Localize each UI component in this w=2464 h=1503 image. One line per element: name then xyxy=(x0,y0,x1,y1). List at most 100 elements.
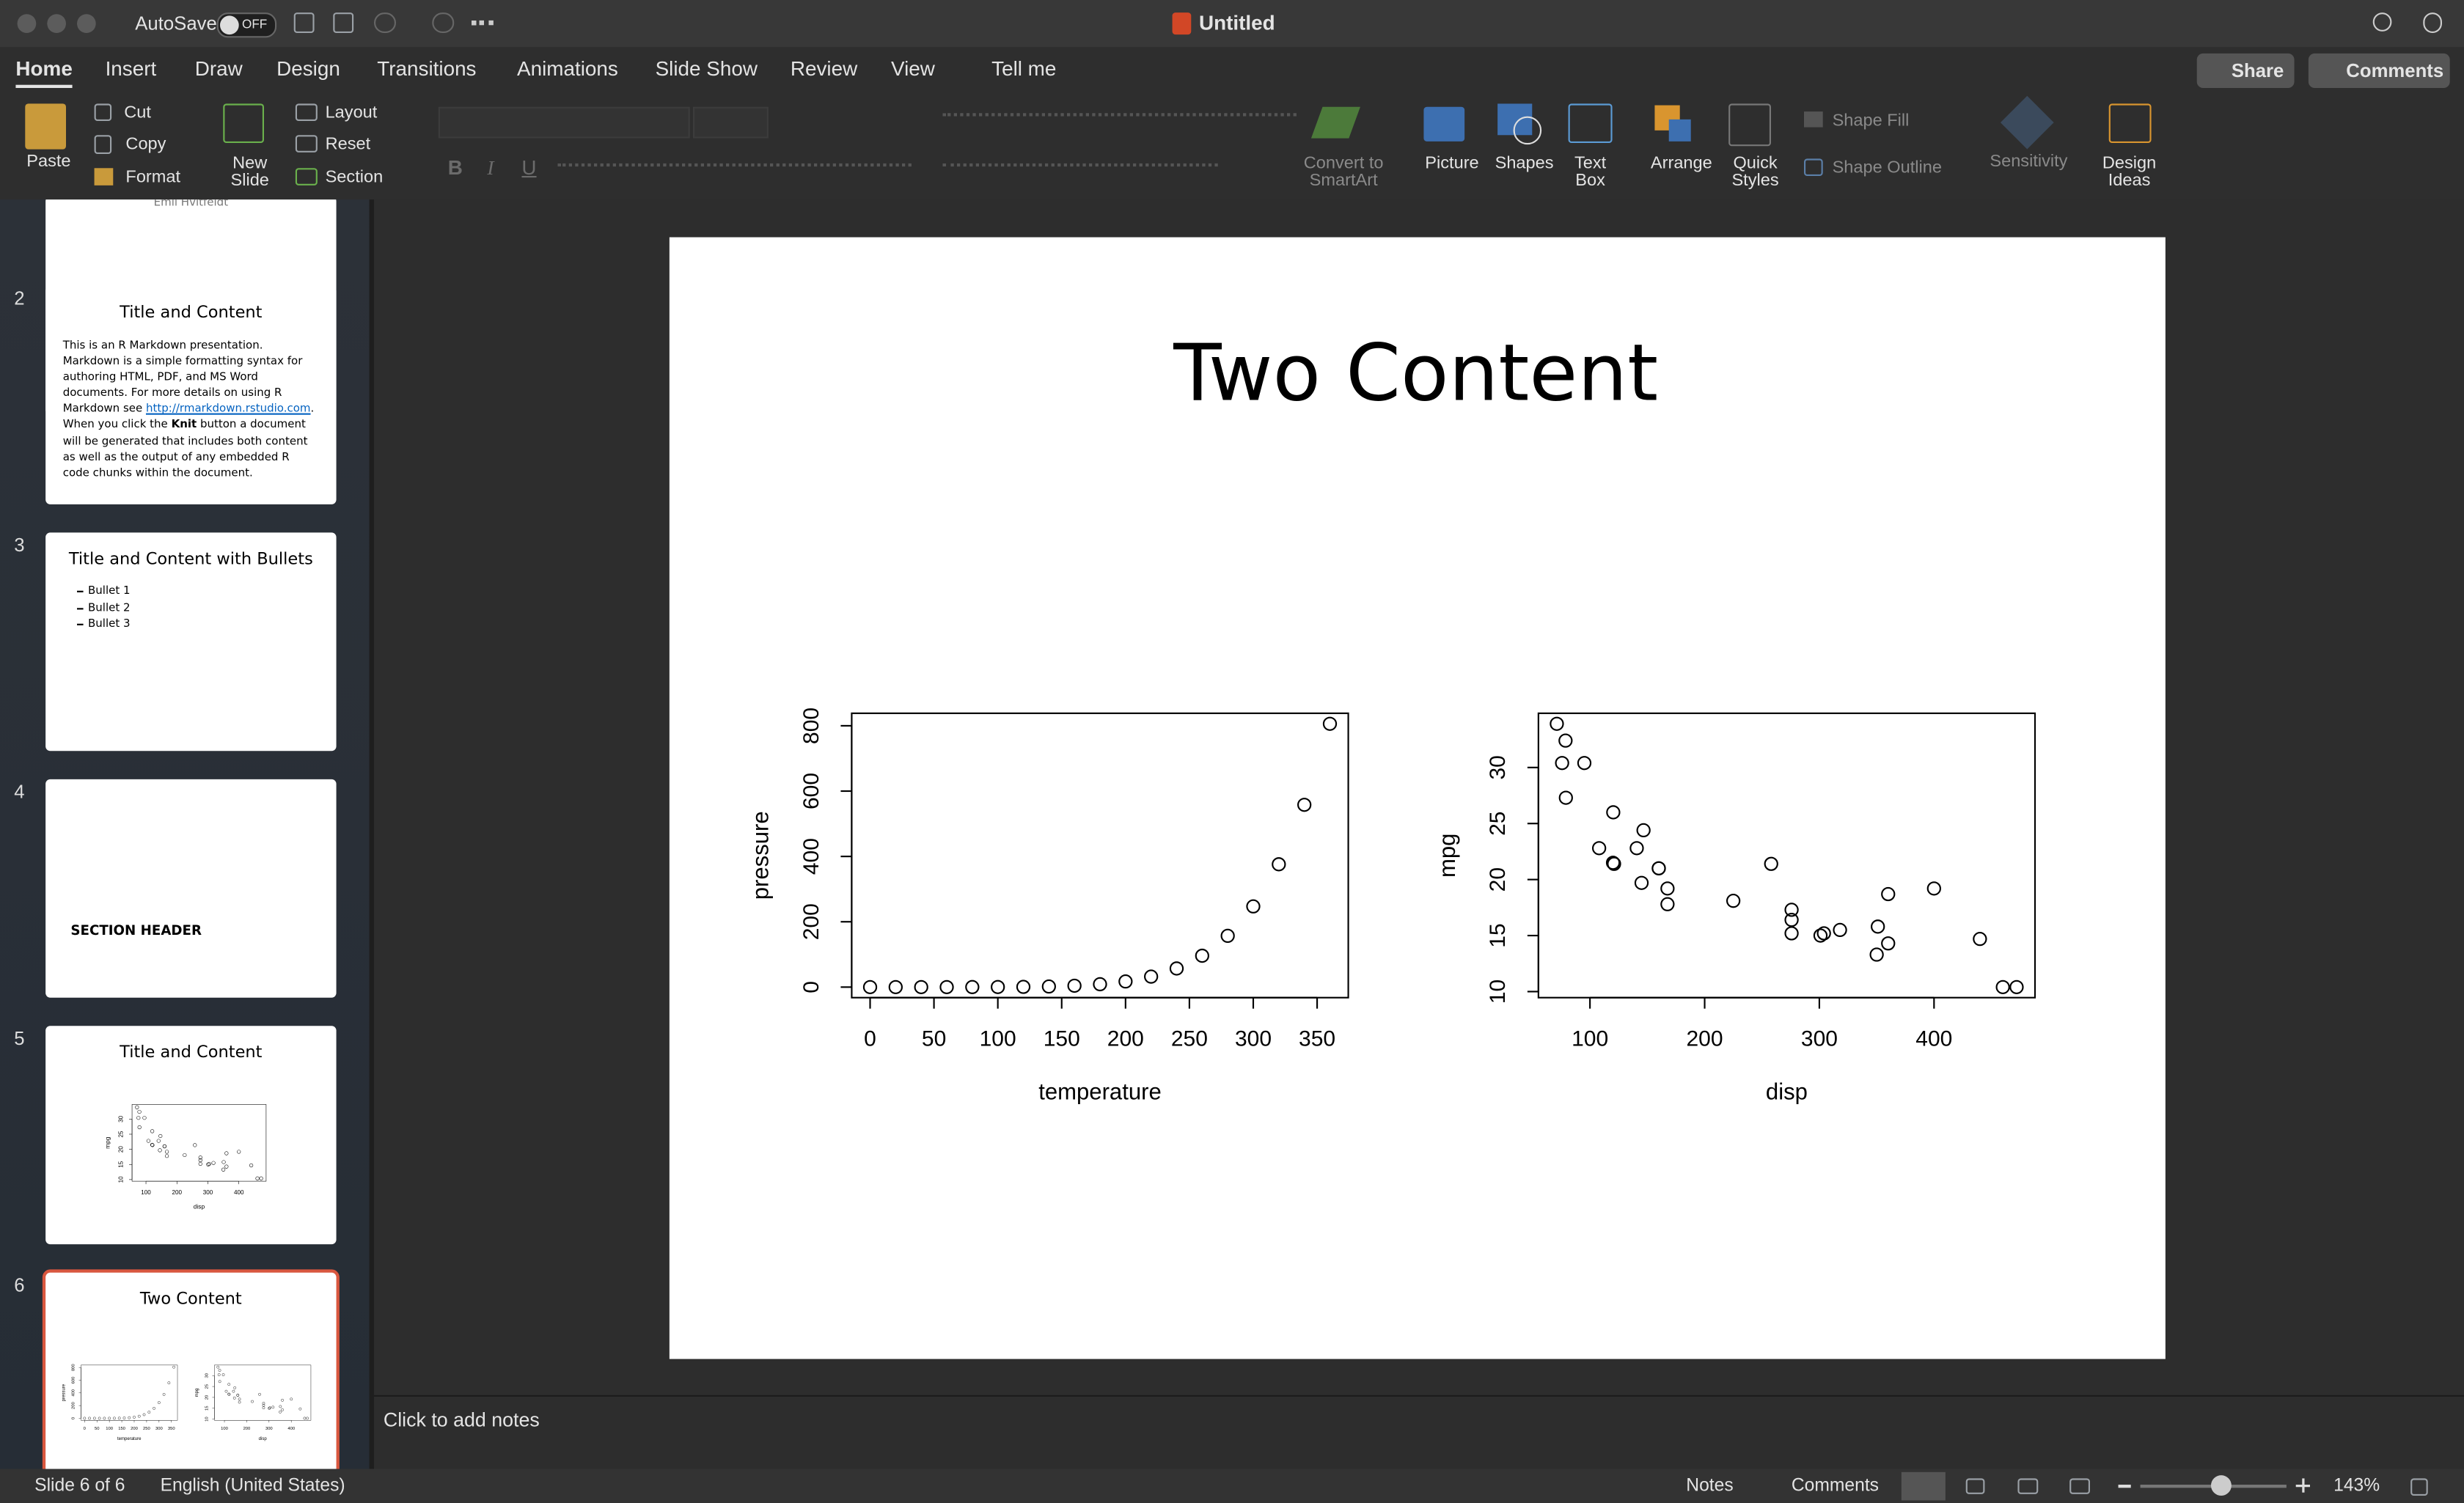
body-link[interactable]: http://rmarkdown.rstudio.com xyxy=(145,403,311,416)
data-point xyxy=(157,1401,161,1404)
reset-icon[interactable] xyxy=(295,135,318,152)
bold-button[interactable]: B xyxy=(447,155,463,180)
sorter-view-button[interactable] xyxy=(1965,1478,1985,1494)
design-ideas-icon[interactable] xyxy=(2108,103,2152,143)
account-icon[interactable] xyxy=(2423,12,2442,33)
zoom-level[interactable]: 143% xyxy=(2333,1477,2380,1496)
copy-label[interactable]: Copy xyxy=(125,135,166,154)
zoom-in[interactable] xyxy=(2295,1478,2310,1493)
reset-label[interactable]: Reset xyxy=(325,135,371,154)
notes-placeholder[interactable]: Click to add notes xyxy=(383,1409,540,1432)
layout-label[interactable]: Layout xyxy=(325,103,378,123)
paste-icon[interactable] xyxy=(25,103,66,150)
italic-button[interactable]: I xyxy=(487,155,494,180)
slide-thumbnail-6[interactable]: Two Content 0 50 100 150 200 250 300 350 0 200 400… xyxy=(42,1269,340,1469)
picture-icon[interactable] xyxy=(1423,106,1465,142)
paste-label[interactable]: Paste xyxy=(26,152,71,172)
cut-icon[interactable] xyxy=(94,103,112,121)
data-point xyxy=(1784,913,1799,927)
data-point xyxy=(888,980,903,994)
new-slide-icon[interactable] xyxy=(223,103,264,143)
text-box-label[interactable]: Text Box xyxy=(1574,154,1607,191)
shapes-label[interactable]: Shapes xyxy=(1495,154,1554,173)
underline-button[interactable]: U xyxy=(521,155,537,180)
slide-thumbnail-4[interactable]: SECTION HEADER xyxy=(45,779,337,998)
notes-button[interactable]: Notes xyxy=(1686,1477,1734,1496)
zoom-out[interactable] xyxy=(2118,1484,2131,1488)
search-icon[interactable] xyxy=(2372,12,2392,32)
data-point xyxy=(1272,857,1286,872)
ribbon-tab[interactable]: Home xyxy=(15,56,73,81)
layout-icon[interactable] xyxy=(295,103,318,121)
body-text: . xyxy=(310,403,315,416)
slideshow-button[interactable] xyxy=(2069,1478,2090,1494)
slide-thumbnail-2[interactable]: Title and Content This is an R Markdown … xyxy=(45,286,337,504)
comments-button[interactable]: Comments xyxy=(2308,53,2450,88)
section-label[interactable]: Section xyxy=(325,168,384,187)
zoom-knob[interactable] xyxy=(2211,1475,2232,1496)
text-box-icon[interactable] xyxy=(1568,103,1613,143)
reading-view-button[interactable] xyxy=(2017,1478,2039,1494)
format-icon[interactable] xyxy=(94,168,114,185)
close-button[interactable] xyxy=(17,14,37,33)
data-point xyxy=(98,1416,101,1420)
slide-thumbnail-5[interactable]: Title and Content 100 200 300 400 10 15 20 25 30… xyxy=(45,1026,337,1245)
y-axis-label: mpg xyxy=(103,1136,111,1149)
home-icon[interactable] xyxy=(293,12,315,33)
data-point xyxy=(156,1139,161,1143)
data-point xyxy=(150,1129,155,1133)
quick-styles-icon[interactable] xyxy=(1728,103,1771,147)
y-tick-label: 15 xyxy=(205,1406,210,1411)
minimize-button[interactable] xyxy=(47,14,66,33)
y-tick-label: 0 xyxy=(799,981,824,993)
slide-canvas[interactable]: Two Content 0 50 100 150 200 250 300 350 0 200 400… xyxy=(669,237,2166,1359)
picture-label[interactable]: Picture xyxy=(1425,154,1479,173)
data-point xyxy=(142,1413,146,1416)
sensitivity-label: Sensitivity xyxy=(1990,152,2068,172)
quick-styles-label[interactable]: Quick Styles xyxy=(1731,154,1779,191)
new-slide-label[interactable]: New Slide xyxy=(230,154,269,191)
ribbon-tab[interactable]: Insert xyxy=(105,56,157,81)
x-axis-label: disp xyxy=(259,1437,268,1441)
data-point xyxy=(1297,798,1312,812)
ribbon-tab[interactable]: View xyxy=(891,56,935,81)
data-point xyxy=(236,1394,240,1397)
ribbon-tab[interactable]: Tell me xyxy=(991,56,1057,81)
share-button[interactable]: Share xyxy=(2196,53,2295,88)
normal-view-button[interactable] xyxy=(1901,1471,1946,1501)
more-icon[interactable] xyxy=(471,20,494,30)
save-icon[interactable] xyxy=(333,12,354,33)
comments-status-button[interactable]: Comments xyxy=(1791,1477,1880,1496)
ribbon-tab[interactable]: Animations xyxy=(517,56,618,81)
ribbon-tab[interactable]: Draw xyxy=(194,56,243,81)
ribbon-tab[interactable]: Design xyxy=(276,56,340,81)
x-tick-label: 0 xyxy=(84,1427,86,1431)
autosave-toggle[interactable]: OFF xyxy=(216,12,277,38)
undo-icon[interactable] xyxy=(373,12,396,33)
design-ideas-label[interactable]: Design Ideas xyxy=(2102,154,2157,191)
data-point xyxy=(1881,886,1896,902)
font-size-box[interactable] xyxy=(693,106,769,139)
thumb-title: Two Content xyxy=(139,1290,242,1309)
slide-title[interactable]: Two Content xyxy=(1173,328,1658,419)
zoom-button[interactable] xyxy=(77,14,96,33)
copy-icon[interactable] xyxy=(94,135,112,154)
y-tick-label: 25 xyxy=(118,1131,125,1138)
data-point xyxy=(164,1154,169,1158)
ribbon-tab[interactable]: Transitions xyxy=(377,56,477,81)
redo-icon[interactable] xyxy=(432,12,455,33)
format-label[interactable]: Format xyxy=(125,168,181,187)
data-point xyxy=(1926,881,1941,896)
ribbon-tab[interactable]: Slide Show xyxy=(655,56,758,81)
data-point xyxy=(221,1373,225,1376)
thumb-section-header: SECTION HEADER xyxy=(70,924,202,940)
font-name-box[interactable] xyxy=(438,106,690,139)
data-point xyxy=(1606,805,1621,820)
fit-slide-button[interactable] xyxy=(2410,1478,2428,1496)
ribbon-tab[interactable]: Review xyxy=(790,56,858,81)
language[interactable]: English (United States) xyxy=(160,1477,345,1496)
arrange-label[interactable]: Arrange xyxy=(1650,154,1712,173)
cut-label[interactable]: Cut xyxy=(124,103,151,123)
section-icon[interactable] xyxy=(295,168,318,185)
